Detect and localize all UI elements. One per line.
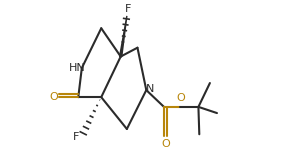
Text: O: O <box>50 92 58 102</box>
Text: F: F <box>72 132 79 142</box>
Text: O: O <box>161 139 170 149</box>
Text: F: F <box>125 4 131 14</box>
Text: N: N <box>146 84 154 94</box>
Text: O: O <box>176 93 185 103</box>
Text: HN: HN <box>69 63 86 73</box>
Polygon shape <box>120 16 127 57</box>
